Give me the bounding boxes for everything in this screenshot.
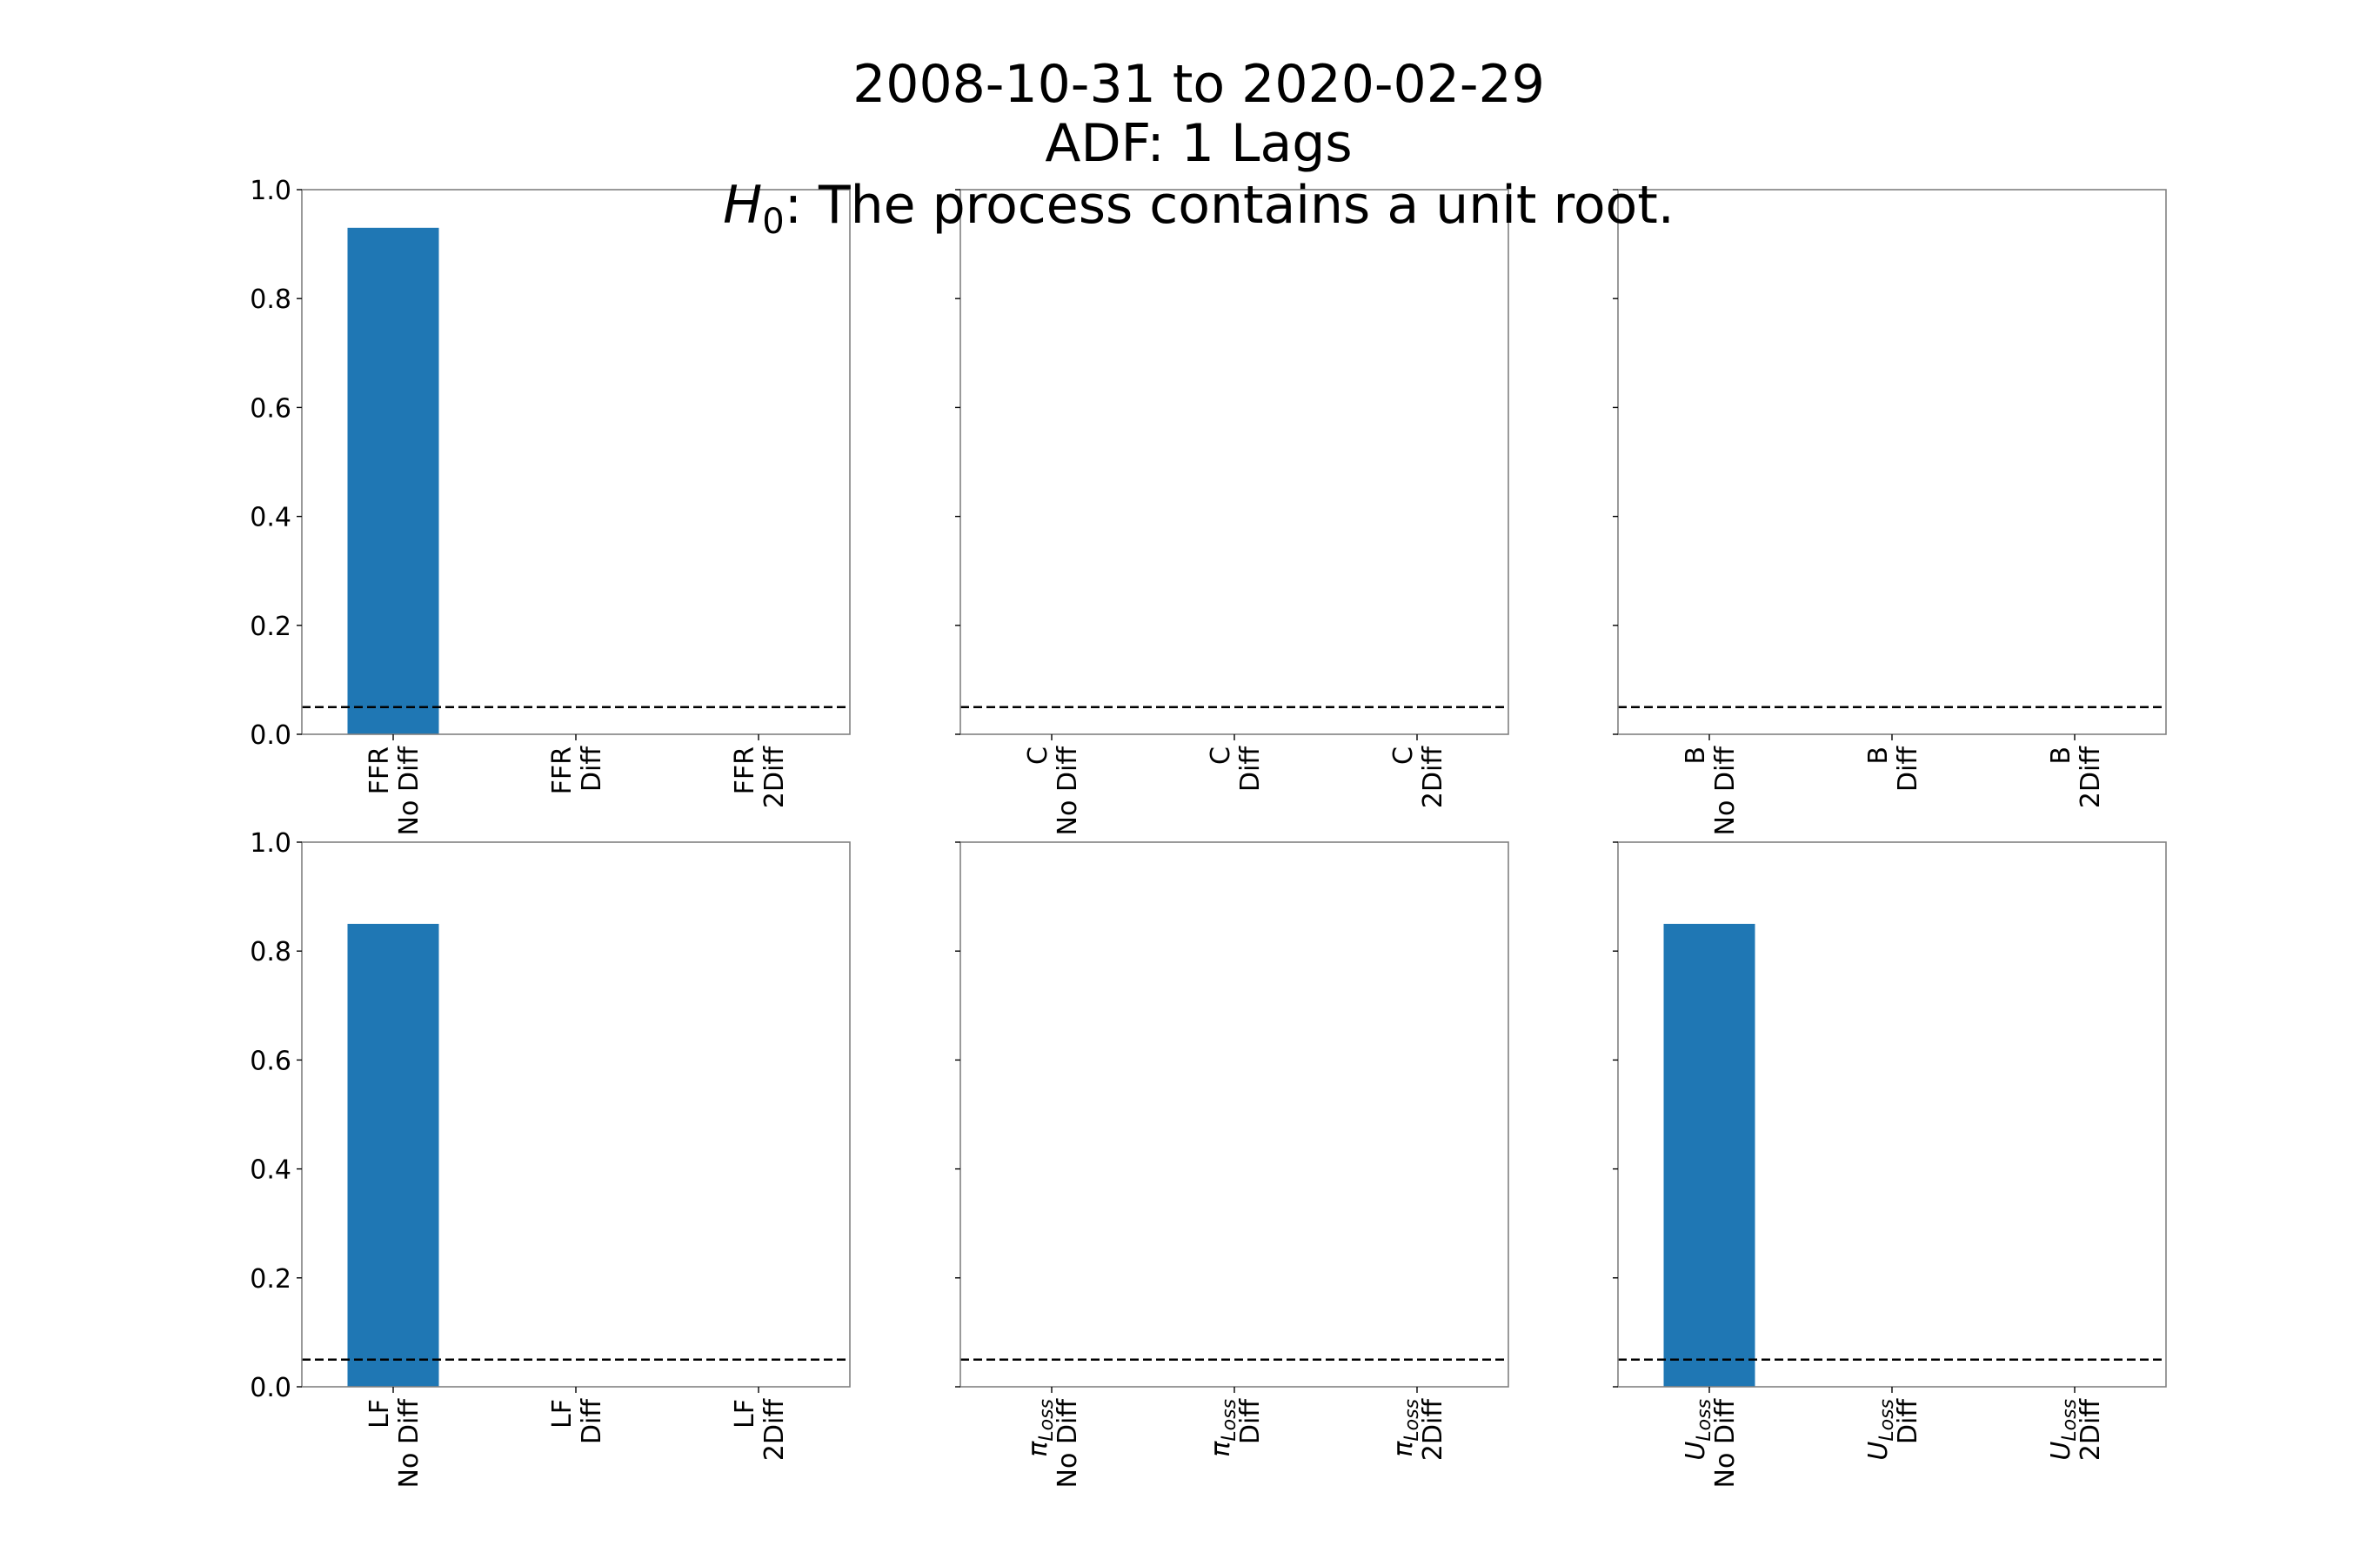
- xtick-var-5-3: πLoss: [1388, 1399, 1423, 1457]
- xtick-suffix-1-3: 2Diff: [759, 746, 790, 809]
- bar-6-1: [1663, 923, 1755, 1387]
- xtick-var-4-2: LF: [547, 1399, 578, 1429]
- xtick-label-4-2: LF Diff: [547, 1398, 607, 1444]
- xtick-label-1-3: FFR 2Diff: [730, 746, 790, 809]
- xtick-suffix-4-3: 2Diff: [759, 1398, 790, 1462]
- xtick-var-6-1: ULoss: [1681, 1399, 1715, 1461]
- xtick-suffix-3-3: 2Diff: [2076, 746, 2106, 809]
- ytick-label-1-3: 0.6: [250, 393, 291, 424]
- title-rest: : The process contains a unit root.: [785, 175, 1675, 236]
- xtick-suffix-2-1: No Diff: [1053, 746, 1083, 836]
- xtick-var-4-1: LF: [364, 1399, 395, 1429]
- xtick-label-2-2: C Diff: [1206, 746, 1266, 792]
- xtick-label-4-1: LF No Diff: [364, 1398, 425, 1489]
- xtick-suffix-5-2: Diff: [1235, 1398, 1266, 1444]
- title-line-3: H0: The process contains a unit root.: [723, 175, 1675, 242]
- xtick-suffix-4-1: No Diff: [394, 1398, 425, 1489]
- ytick-label-1-2: 0.4: [250, 503, 291, 533]
- title-line-1: 2008-10-31 to 2020-02-29: [852, 54, 1545, 115]
- title-math-h: H: [723, 175, 762, 236]
- bar-4-1: [347, 923, 439, 1387]
- xtick-suffix-4-2: Diff: [577, 1398, 607, 1444]
- xtick-label-4-3: LF 2Diff: [730, 1398, 790, 1462]
- ytick-label-4-4: 0.8: [250, 937, 291, 967]
- xtick-suffix-3-2: Diff: [1893, 746, 1923, 792]
- bar-1-1: [347, 227, 439, 734]
- ytick-label-4-2: 0.4: [250, 1155, 291, 1186]
- xtick-var-6-3: ULoss: [2046, 1399, 2081, 1461]
- xtick-label-1-1: FFR No Diff: [364, 746, 425, 836]
- xtick-var-6-2: ULoss: [1863, 1399, 1898, 1461]
- ytick-label-1-0: 0.0: [250, 720, 291, 751]
- xtick-suffix-5-3: 2Diff: [1418, 1398, 1448, 1462]
- xtick-label-1-2: FFR Diff: [547, 746, 607, 795]
- xtick-var-5-2: πLoss: [1206, 1399, 1240, 1457]
- xtick-var-1-1: FFR: [364, 746, 395, 794]
- xtick-var-5-1: πLoss: [1023, 1399, 1058, 1457]
- xtick-suffix-3-1: No Diff: [1710, 746, 1741, 836]
- xtick-label-3-2: B Diff: [1863, 746, 1923, 792]
- title-math-sub: 0: [762, 202, 784, 242]
- xtick-suffix-6-1: No Diff: [1710, 1398, 1741, 1489]
- xtick-var-1-2: FFR: [547, 746, 578, 794]
- xtick-suffix-5-1: No Diff: [1053, 1398, 1083, 1489]
- xtick-var-2-1: C: [1023, 746, 1053, 765]
- ytick-label-4-1: 0.2: [250, 1264, 291, 1295]
- ytick-label-1-1: 0.2: [250, 612, 291, 642]
- ytick-label-4-3: 0.6: [250, 1046, 291, 1076]
- xtick-suffix-6-2: Diff: [1893, 1398, 1923, 1444]
- xtick-suffix-1-2: Diff: [577, 746, 607, 792]
- title-line-2: ADF: 1 Lags: [1045, 113, 1352, 174]
- xtick-suffix-2-2: Diff: [1235, 746, 1266, 792]
- xtick-var-3-3: B: [2046, 746, 2076, 765]
- xtick-suffix-1-1: No Diff: [394, 746, 425, 836]
- xtick-label-2-3: C 2Diff: [1388, 746, 1448, 809]
- xtick-var-1-3: FFR: [730, 746, 760, 794]
- xtick-suffix-2-3: 2Diff: [1418, 746, 1448, 809]
- figure-title: 2008-10-31 to 2020-02-29 ADF: 1 Lags H0:…: [723, 54, 1675, 242]
- xtick-var-3-1: B: [1681, 746, 1711, 765]
- xtick-var-2-3: C: [1388, 746, 1419, 765]
- ytick-label-1-5: 1.0: [250, 176, 291, 206]
- ytick-label-4-5: 1.0: [250, 828, 291, 859]
- xtick-var-2-2: C: [1206, 746, 1236, 765]
- panel-4: 0.00.20.40.60.81.0LF No Diff LF Diff LF 2Diff: [250, 828, 851, 1489]
- xtick-label-3-1: B No Diff: [1681, 746, 1741, 836]
- ytick-label-1-4: 0.8: [250, 284, 291, 315]
- ytick-label-4-0: 0.0: [250, 1373, 291, 1403]
- panel-3: B No Diff B Diff B 2Diff: [1613, 189, 2167, 836]
- xtick-label-2-1: C No Diff: [1023, 746, 1083, 836]
- xtick-suffix-6-3: 2Diff: [2076, 1398, 2106, 1462]
- xtick-var-4-3: LF: [730, 1399, 760, 1429]
- panel-2: C No Diff C Diff C 2Diff: [955, 189, 1509, 836]
- xtick-label-3-3: B 2Diff: [2046, 746, 2106, 809]
- xtick-var-3-2: B: [1863, 746, 1894, 765]
